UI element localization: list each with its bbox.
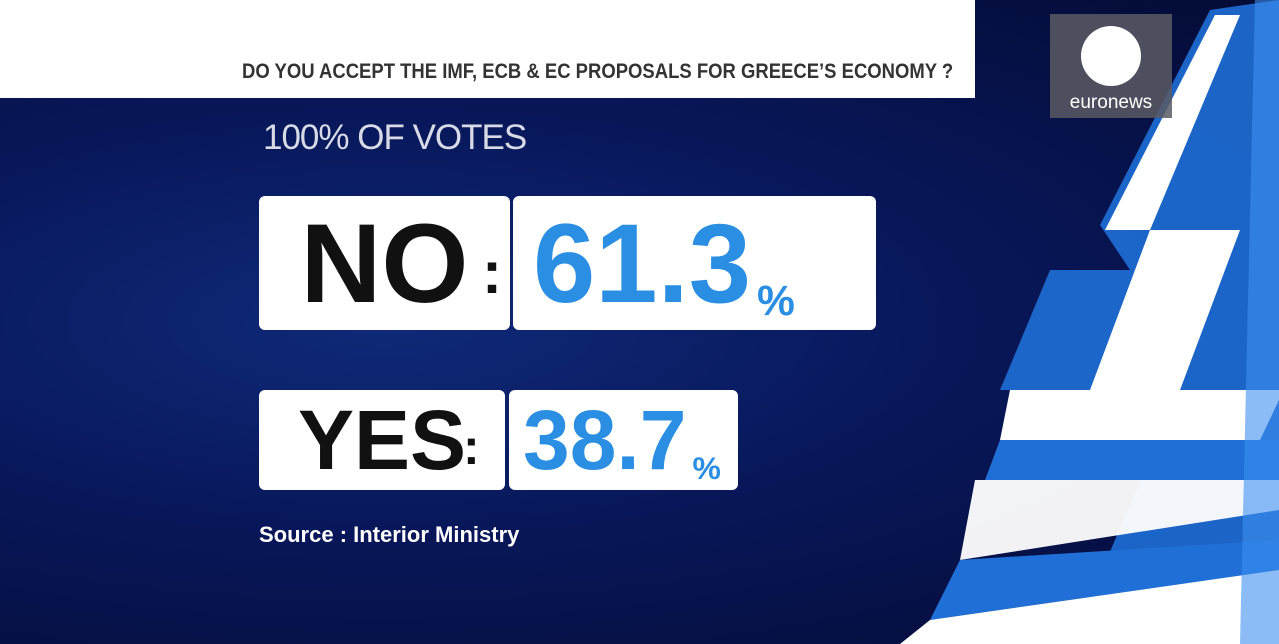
question: DO YOU ACCEPT THE IMF, ECB & EC PROPOSAL… (241, 60, 953, 83)
result-label-box: YES (259, 390, 505, 490)
result-value-box: 38.7% (509, 390, 738, 490)
top-bar: DO YOU ACCEPT THE IMF, ECB & EC PROPOSAL… (0, 0, 975, 98)
result-value: 61.3 (533, 200, 751, 326)
result-unit: % (692, 449, 721, 486)
result-value: 38.7 (523, 392, 687, 487)
logo-disc (1081, 26, 1141, 86)
result-unit: % (756, 276, 795, 325)
separator: : (463, 419, 480, 475)
separator: : (482, 239, 502, 306)
logo: euronews (1050, 14, 1172, 118)
source: Source : Interior Ministry (259, 522, 520, 547)
subtitle: 100% OF VOTES (263, 118, 527, 157)
logo-text: euronews (1069, 92, 1153, 113)
result-value-box: 61.3% (513, 196, 876, 330)
result-label: NO (300, 200, 469, 326)
result-label-box: NO (259, 196, 510, 330)
result-label: YES (297, 392, 467, 487)
